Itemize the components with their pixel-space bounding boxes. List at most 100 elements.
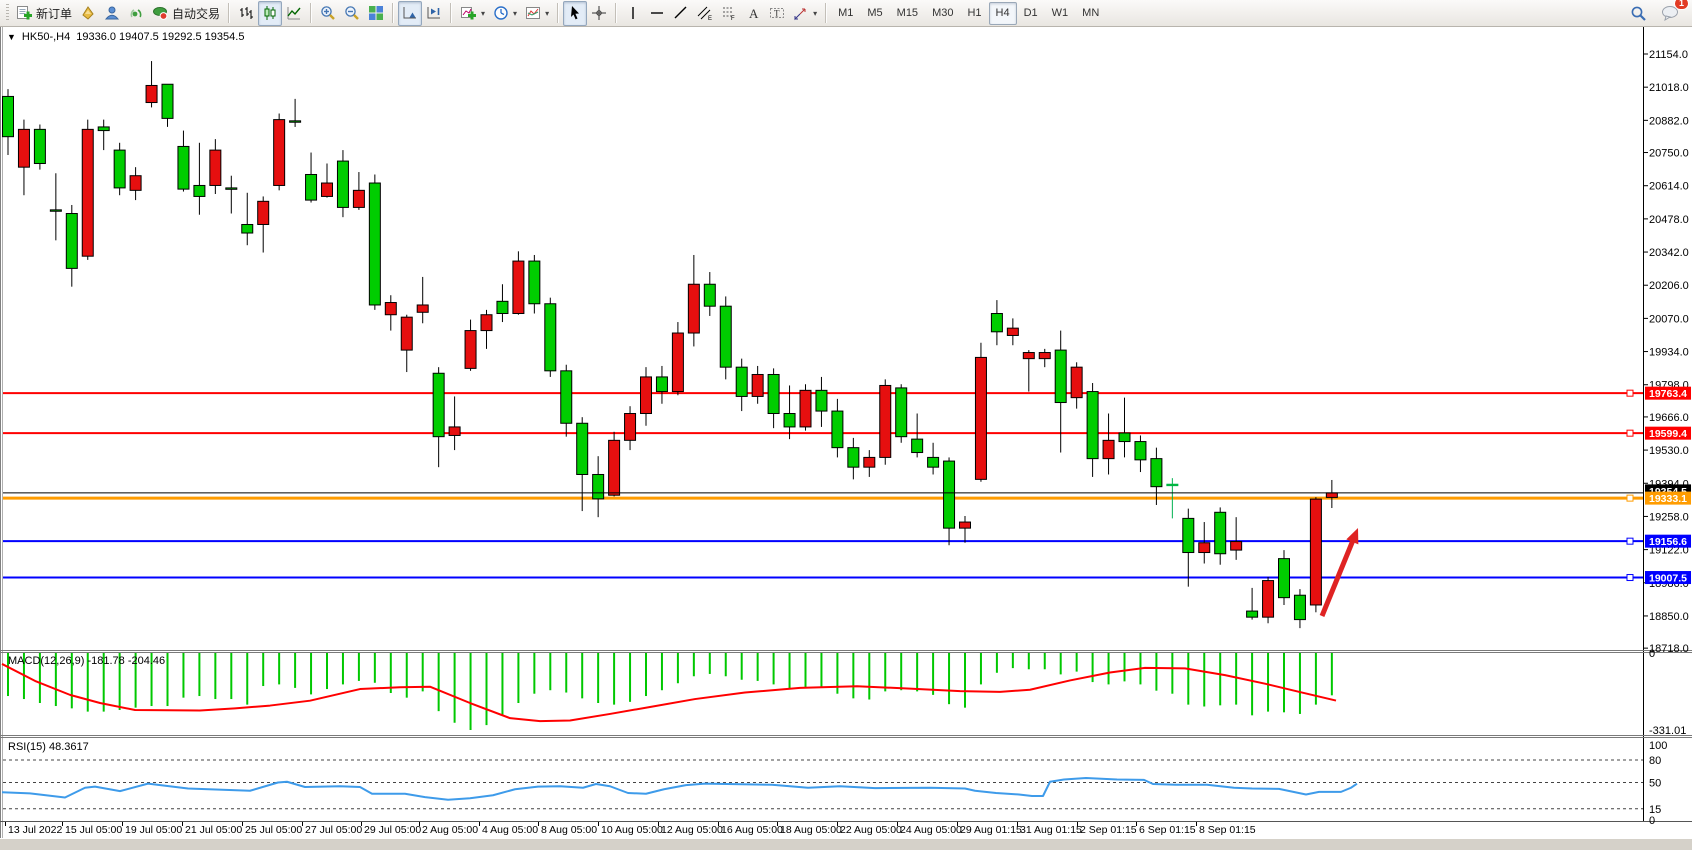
dropdown-caret-icon[interactable]: ▾ — [481, 8, 486, 18]
candlestick — [129, 175, 142, 191]
text-button[interactable]: A — [741, 1, 765, 26]
price-axis-label: 19934.0 — [1649, 347, 1689, 359]
time-axis-label: 18 Aug 05:00 — [780, 824, 842, 836]
candlestick — [448, 426, 461, 436]
time-axis-label: 22 Aug 05:00 — [840, 824, 902, 836]
zoom-out-button[interactable] — [340, 1, 364, 26]
vline-icon — [625, 5, 641, 21]
crosshair-icon — [591, 5, 607, 21]
label-button[interactable]: T — [765, 1, 789, 26]
candlestick — [161, 83, 174, 119]
candlestick — [2, 95, 14, 138]
time-axis-label: 21 Jul 05:00 — [185, 824, 242, 836]
price-label-box — [1645, 534, 1691, 548]
candle-chart-button[interactable] — [258, 0, 283, 26]
fibonacci-button[interactable]: F — [717, 1, 741, 26]
candlestick — [735, 366, 748, 397]
autotrading-button[interactable]: 自动交易 — [148, 1, 224, 26]
timeframe-w1-button[interactable]: W1 — [1051, 7, 1069, 19]
horizontal-line-button[interactable] — [645, 1, 669, 26]
candlestick — [544, 303, 557, 372]
candlestick — [831, 410, 844, 449]
periods-button[interactable]: ▾ — [489, 1, 521, 26]
cursor-button[interactable] — [563, 0, 588, 26]
time-axis-label: 10 Aug 05:00 — [601, 824, 663, 836]
autotrading-button-label: 自动交易 — [172, 6, 221, 21]
toolbar-separator — [557, 3, 560, 23]
candlestick — [1309, 498, 1322, 606]
candlestick — [767, 373, 780, 415]
candlestick — [1134, 441, 1147, 461]
timeframe-mn-button[interactable]: MN — [1082, 7, 1100, 19]
line-handle[interactable] — [1626, 494, 1634, 502]
line-handle[interactable] — [1626, 389, 1634, 397]
candlestick — [1214, 511, 1227, 555]
candlestick — [512, 260, 525, 315]
label-icon: T — [769, 5, 785, 21]
timeframe-h4-button[interactable]: H4 — [988, 1, 1017, 25]
candlestick — [528, 260, 541, 305]
trend-arrow-head[interactable] — [1346, 528, 1359, 545]
macd-signal-line — [1, 663, 1337, 723]
timeframe-m1-button[interactable]: M1 — [838, 7, 854, 19]
templates-button[interactable]: ▾ — [521, 1, 553, 26]
auto-scroll-button[interactable] — [398, 0, 423, 26]
candlestick — [1070, 366, 1083, 399]
tile-icon — [368, 5, 384, 21]
chat-button[interactable]: 1 — [1657, 0, 1689, 26]
styles-button[interactable] — [76, 1, 100, 26]
candlestick — [751, 373, 764, 397]
timeframe-d1-button[interactable]: D1 — [1023, 7, 1038, 19]
trendline-button[interactable] — [669, 1, 693, 26]
search-button[interactable] — [1626, 1, 1651, 26]
template-icon — [525, 5, 541, 21]
toolbar-separator — [825, 3, 828, 23]
candlestick — [33, 128, 46, 165]
price-axis-label: 19666.0 — [1649, 412, 1689, 424]
bar-chart-button[interactable] — [234, 1, 258, 26]
search-icon — [1630, 5, 1647, 22]
macd-axis-label: -331.01 — [1649, 725, 1686, 737]
timeframe-m5-button[interactable]: M5 — [867, 7, 883, 19]
chart-menu-arrow-icon[interactable]: ▼ — [7, 32, 16, 42]
line-handle[interactable] — [1626, 537, 1634, 545]
vertical-line-button[interactable] — [621, 1, 645, 26]
candlestick — [959, 521, 971, 529]
toolbar-grip[interactable] — [6, 4, 9, 22]
indicators-button[interactable]: ▾ — [456, 1, 489, 26]
text-icon: A — [745, 5, 761, 21]
dropdown-caret-icon[interactable]: ▾ — [813, 8, 818, 18]
dropdown-caret-icon[interactable]: ▾ — [545, 8, 550, 18]
status-bar — [0, 838, 1692, 850]
timeframe-h1-button[interactable]: H1 — [967, 7, 982, 19]
candlestick — [1230, 541, 1243, 551]
dropdown-caret-icon[interactable]: ▾ — [513, 8, 518, 18]
time-axis-label: 8 Sep 01:15 — [1199, 824, 1256, 836]
zoom-in-icon — [320, 5, 336, 21]
chart-shift-button[interactable] — [422, 1, 446, 26]
line-handle[interactable] — [1626, 574, 1634, 582]
candlestick — [1246, 610, 1259, 618]
line-handle[interactable] — [1626, 429, 1634, 437]
timeframe-m30-button[interactable]: M30 — [932, 7, 954, 19]
svg-text:E: E — [708, 16, 712, 21]
candlestick — [1006, 327, 1019, 336]
toolbar-separator — [615, 3, 618, 23]
arrows-button[interactable]: ▾ — [789, 1, 821, 26]
crosshair-button[interactable] — [587, 1, 611, 26]
time-axis-label: 19 Jul 05:00 — [125, 824, 182, 836]
new-order-button[interactable]: 新订单 — [12, 1, 76, 26]
candlestick — [655, 376, 668, 393]
alerts-button[interactable] — [124, 1, 148, 26]
channel-button[interactable]: E — [693, 1, 717, 26]
zoom-in-button[interactable] — [316, 1, 340, 26]
profile-button[interactable] — [100, 1, 124, 26]
timeframe-m15-button[interactable]: M15 — [896, 7, 919, 19]
tile-windows-button[interactable] — [364, 1, 388, 26]
candlestick — [911, 438, 924, 454]
trend-arrow-annotation[interactable] — [1319, 537, 1357, 617]
chat-icon — [1661, 5, 1679, 21]
line-chart-button[interactable] — [282, 1, 306, 26]
